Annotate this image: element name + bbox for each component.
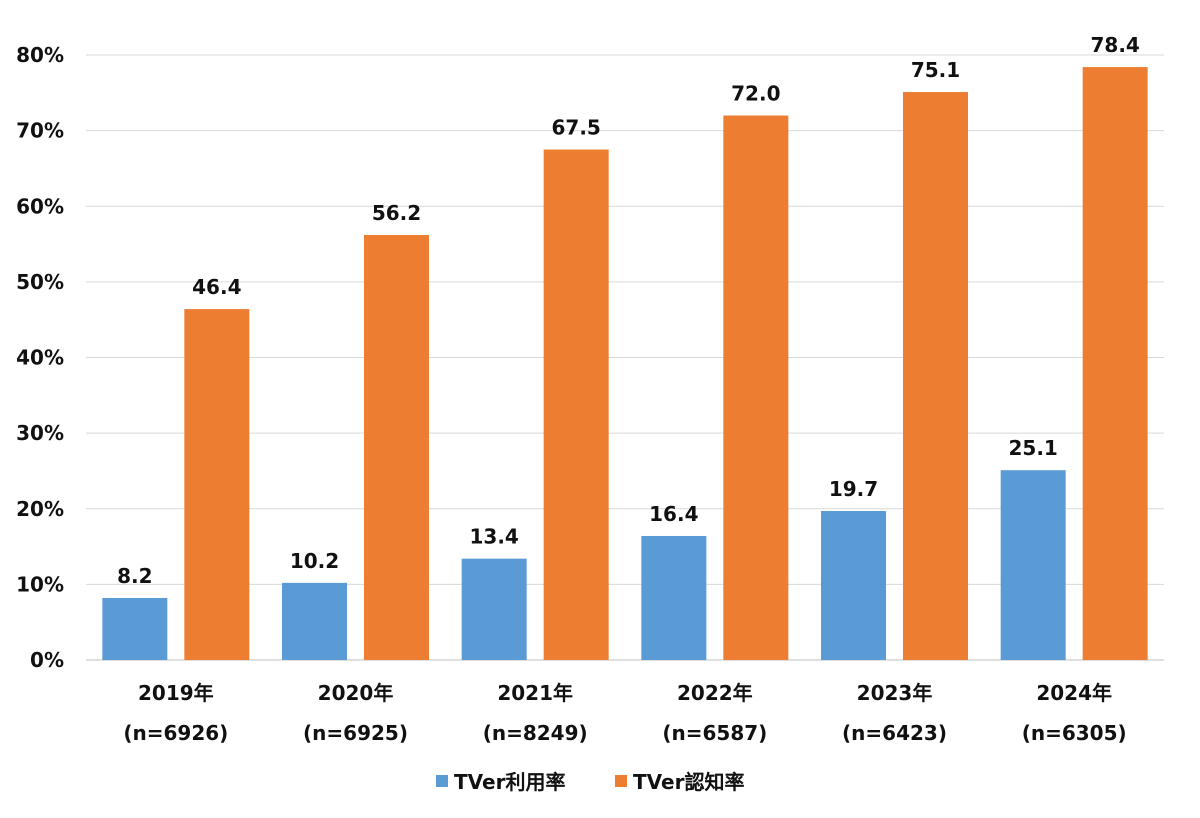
x-tick-sample-size: (n=6926) <box>123 721 228 745</box>
legend-label: TVer利用率 <box>454 770 565 794</box>
x-tick-year: 2021年 <box>497 681 573 705</box>
y-tick-label: 70% <box>16 119 64 143</box>
data-label: 25.1 <box>1008 436 1057 460</box>
data-label: 10.2 <box>290 549 339 573</box>
x-tick-year: 2019年 <box>138 681 214 705</box>
usage-rate-bar <box>461 558 527 660</box>
x-axis-ticks: 2019年 (n=6926) 2020年 (n=6925) 2021年 (n=8249) 2… <box>123 681 1126 745</box>
data-label: 8.2 <box>117 564 152 588</box>
usage-rate-bar <box>821 511 886 660</box>
awareness-rate-bar <box>364 234 429 661</box>
awareness-rate-bar <box>184 309 250 660</box>
data-label: 56.2 <box>372 201 421 225</box>
awareness-rate-bar <box>543 149 609 660</box>
y-tick-label: 10% <box>16 572 64 596</box>
y-tick-label: 80% <box>16 43 64 67</box>
data-label: 75.1 <box>911 58 960 82</box>
x-tick-year: 2020年 <box>318 681 394 705</box>
bars <box>102 67 1148 661</box>
x-tick-sample-size: (n=6925) <box>303 721 408 745</box>
data-labels: 8.2 46.4 10.2 56.2 13.4 67.5 16.4 72.0 19.7 75.1 2… <box>117 33 1140 588</box>
y-tick-label: 0% <box>30 648 64 672</box>
awareness-rate-bar <box>1082 67 1148 661</box>
awareness-rate-bar <box>903 92 968 660</box>
usage-rate-bar <box>1000 470 1066 660</box>
x-tick-year: 2023年 <box>857 681 933 705</box>
data-label: 78.4 <box>1090 33 1139 57</box>
y-axis-ticks: 0% 10% 20% 30% 40% 50% 60% 70% 80% <box>16 43 64 672</box>
legend-swatch <box>615 775 627 787</box>
legend: TVer利用率 TVer認知率 <box>436 770 744 794</box>
x-tick-year: 2024年 <box>1036 681 1112 705</box>
usage-rate-bar <box>102 597 168 660</box>
usage-rate-bar <box>282 582 347 660</box>
data-label: 67.5 <box>551 116 600 140</box>
x-tick-sample-size: (n=6305) <box>1022 721 1127 745</box>
data-label: 19.7 <box>829 477 878 501</box>
y-tick-label: 50% <box>16 270 64 294</box>
data-label: 16.4 <box>649 502 698 526</box>
y-tick-label: 40% <box>16 346 64 370</box>
x-tick-sample-size: (n=8249) <box>483 721 588 745</box>
x-tick-sample-size: (n=6423) <box>842 721 947 745</box>
data-label: 46.4 <box>192 275 241 299</box>
x-tick-year: 2022年 <box>677 681 753 705</box>
data-label: 13.4 <box>469 525 518 549</box>
y-tick-label: 60% <box>16 194 64 218</box>
y-tick-label: 20% <box>16 497 64 521</box>
legend-label: TVer認知率 <box>633 770 744 794</box>
data-label: 72.0 <box>731 82 780 106</box>
usage-rate-bar <box>641 535 707 660</box>
awareness-rate-bar <box>723 115 789 660</box>
gridlines <box>86 54 1164 661</box>
x-tick-sample-size: (n=6587) <box>662 721 767 745</box>
y-tick-label: 30% <box>16 421 64 445</box>
legend-swatch <box>436 775 448 787</box>
